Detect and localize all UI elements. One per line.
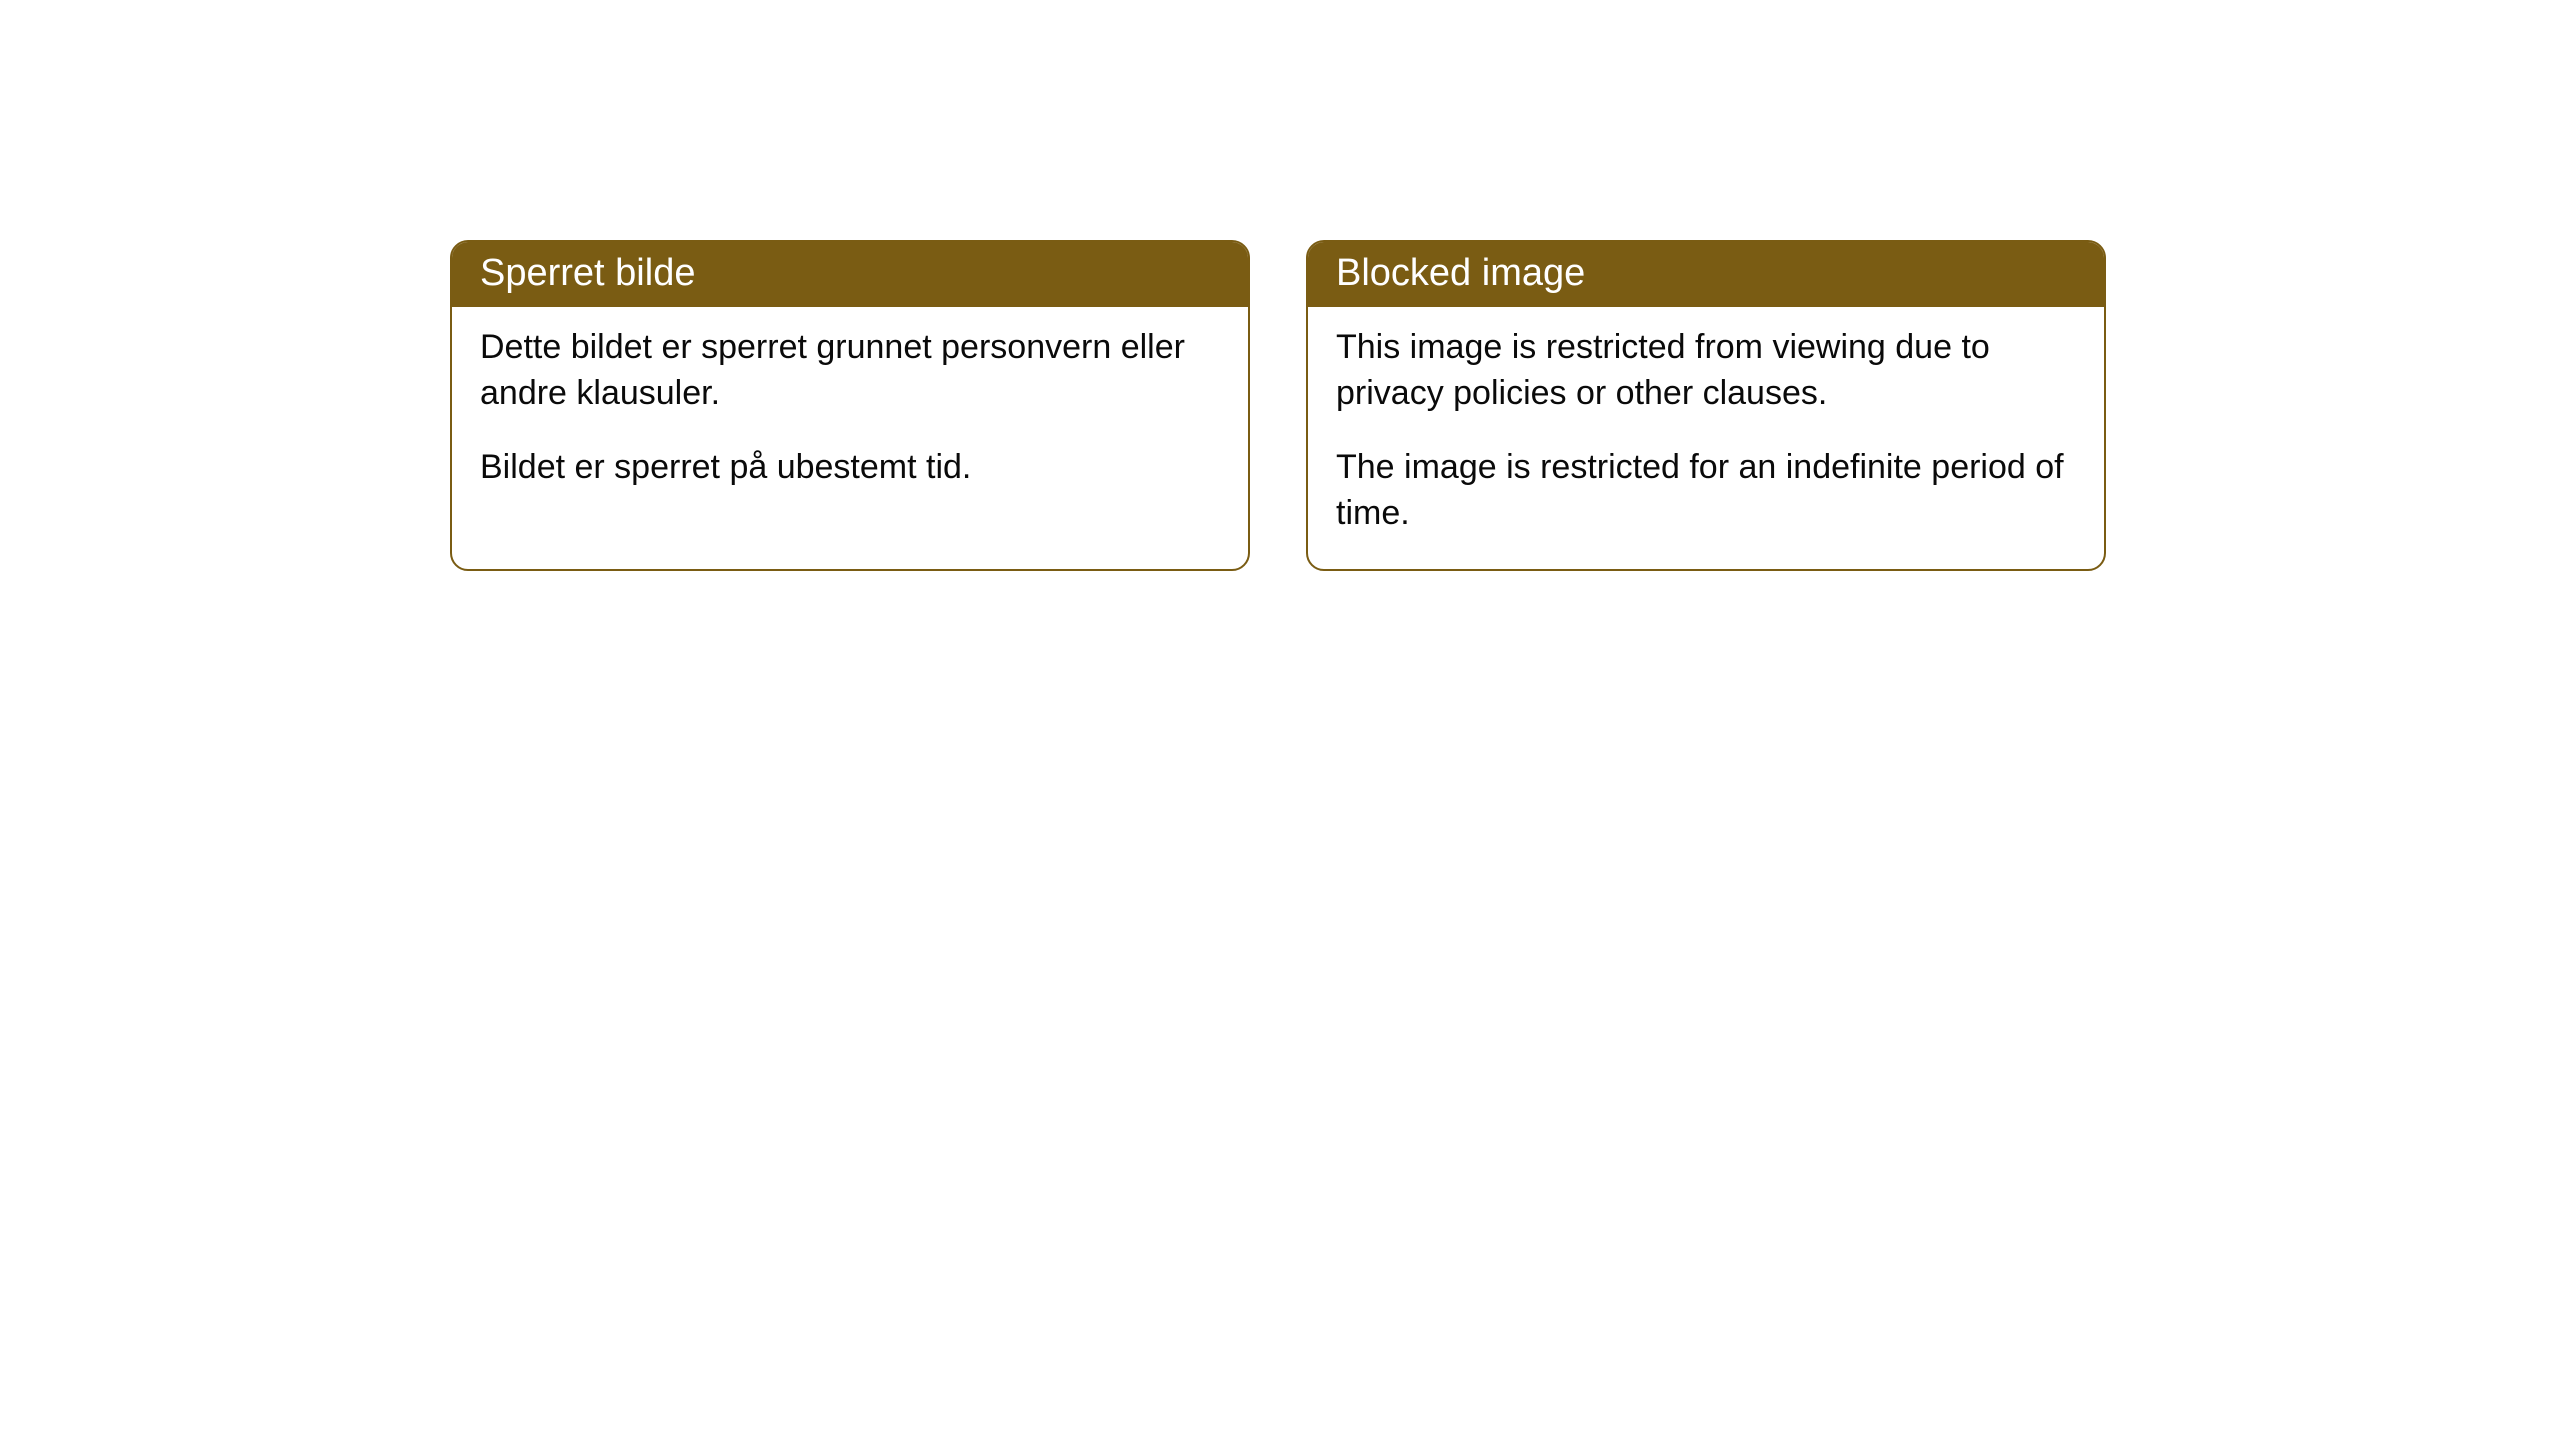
- card-body-en: This image is restricted from viewing du…: [1308, 307, 2104, 569]
- card-paragraph-en-2: The image is restricted for an indefinit…: [1336, 445, 2076, 537]
- card-header-en: Blocked image: [1308, 242, 2104, 307]
- notice-cards-container: Sperret bilde Dette bildet er sperret gr…: [450, 240, 2560, 571]
- blocked-image-card-en: Blocked image This image is restricted f…: [1306, 240, 2106, 571]
- card-body-no: Dette bildet er sperret grunnet personve…: [452, 307, 1248, 523]
- card-header-no: Sperret bilde: [452, 242, 1248, 307]
- card-paragraph-no-1: Dette bildet er sperret grunnet personve…: [480, 325, 1220, 417]
- card-paragraph-no-2: Bildet er sperret på ubestemt tid.: [480, 445, 1220, 491]
- blocked-image-card-no: Sperret bilde Dette bildet er sperret gr…: [450, 240, 1250, 571]
- card-paragraph-en-1: This image is restricted from viewing du…: [1336, 325, 2076, 417]
